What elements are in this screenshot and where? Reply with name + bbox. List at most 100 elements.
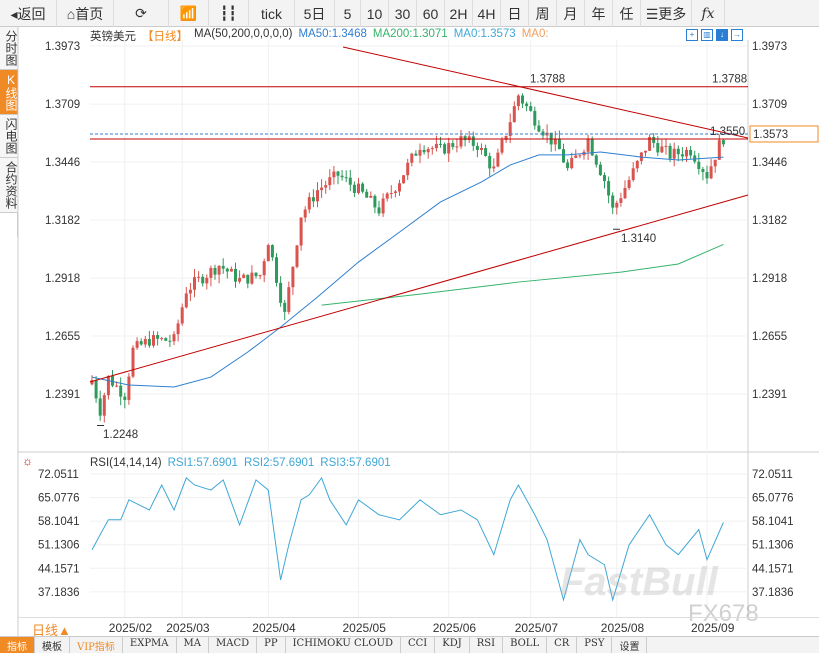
toolbar-item-13[interactable]: 日: [501, 0, 529, 27]
refresh-icon[interactable]: ⟳: [114, 0, 169, 27]
left-tab-1[interactable]: K线图: [0, 70, 18, 115]
candle: [328, 177, 332, 186]
current-price-box: [749, 125, 819, 143]
candle: [188, 289, 192, 294]
toolbar-item-16[interactable]: 年: [585, 0, 613, 27]
candle: [676, 148, 680, 155]
period-label: 【日线】: [142, 31, 188, 43]
candle: [127, 376, 131, 400]
candle: [238, 277, 242, 282]
toolbar-item-5[interactable]: tick: [249, 0, 295, 27]
indicator-tab-12[interactable]: CR: [547, 637, 578, 653]
indicator-tab-10[interactable]: RSI: [470, 637, 504, 653]
date-tick: 2025/09: [691, 621, 735, 635]
candle: [680, 154, 684, 157]
candle: [279, 282, 283, 303]
candle: [484, 148, 488, 156]
candle: [418, 149, 422, 156]
left-tab-3[interactable]: 合约资料: [0, 158, 18, 213]
price-tick-left: 1.3182: [45, 215, 80, 227]
indicator-icon[interactable]: 📶: [169, 0, 209, 27]
date-tick: 2025/07: [514, 621, 559, 635]
candle: [709, 166, 713, 179]
price-tick-left: 1.3709: [45, 99, 80, 111]
ma0-value: MA0:1.3573: [453, 28, 516, 40]
toolbar-item-18[interactable]: ☰更多: [641, 0, 692, 27]
indicator-tab-5[interactable]: MACD: [209, 637, 258, 653]
exit-icon[interactable]: →: [731, 29, 743, 41]
candle: [586, 139, 590, 152]
candle: [611, 195, 615, 208]
candle: [668, 145, 672, 159]
indicator-tab-7[interactable]: ICHIMOKU CLOUD: [286, 637, 401, 653]
candle: [455, 146, 459, 148]
price-tick-left: 1.3973: [45, 41, 80, 53]
layout-icon[interactable]: ▥: [701, 29, 713, 41]
indicator-tab-3[interactable]: EXPMA: [123, 637, 177, 653]
indicator-tab-6[interactable]: PP: [257, 637, 286, 653]
candle: [176, 323, 180, 335]
rsi-tick-right: 37.1836: [752, 587, 794, 599]
draw-icon[interactable]: ↓: [716, 29, 728, 41]
candle: [705, 172, 709, 179]
toolbar-item-0[interactable]: ◂返回: [0, 0, 57, 27]
candle: [106, 375, 110, 396]
candle-icon[interactable]: ┇┇: [209, 0, 249, 27]
candle: [283, 302, 287, 312]
toolbar-item-17[interactable]: 任: [613, 0, 641, 27]
toolbar-item-14[interactable]: 周: [529, 0, 557, 27]
candle: [422, 149, 426, 153]
rsi-legend: RSI(14,14,14) RSI1:57.6901 RSI2:57.6901 …: [90, 457, 391, 469]
price-tick-right: 1.3973: [752, 41, 787, 53]
left-tab-2[interactable]: 闪电图: [0, 115, 18, 158]
level-label: 1.3550: [710, 126, 745, 138]
toolbar-item-8[interactable]: 10: [361, 0, 389, 27]
candle: [299, 217, 303, 246]
candle: [385, 193, 389, 199]
toolbar-item-7[interactable]: 5: [335, 0, 361, 27]
candle: [344, 177, 348, 179]
period-selector[interactable]: 日线▲: [32, 623, 71, 638]
crosshair-icon[interactable]: +: [686, 29, 698, 41]
toolbar-item-1[interactable]: ⌂首页: [57, 0, 114, 27]
candle: [603, 175, 606, 182]
candle: [541, 131, 545, 136]
toolbar-item-9[interactable]: 30: [389, 0, 417, 27]
rsi-name[interactable]: RSI(14,14,14): [90, 457, 162, 469]
candle: [664, 145, 668, 147]
toolbar-item-10[interactable]: 60: [417, 0, 445, 27]
candle: [135, 341, 139, 348]
left-tab-0[interactable]: 分时图: [0, 27, 18, 70]
indicator-tab-9[interactable]: KDJ: [435, 637, 470, 653]
rsi-tick-left: 65.0776: [38, 493, 80, 505]
toolbar-item-11[interactable]: 2H: [445, 0, 473, 27]
chart-legend: 英镑美元 【日线】 MA(50,200,0,0,0,0) MA50:1.3468…: [90, 28, 549, 44]
candle: [648, 136, 652, 151]
candle: [566, 162, 570, 169]
indicator-tab-11[interactable]: BOLL: [503, 637, 548, 653]
toolbar-item-19[interactable]: fx: [692, 0, 725, 27]
candle: [369, 195, 373, 198]
candle: [578, 155, 582, 157]
indicator-tab-13[interactable]: PSY: [577, 637, 613, 653]
candle: [209, 267, 213, 278]
candle: [324, 185, 328, 188]
indicator-tab-4[interactable]: MA: [177, 637, 209, 653]
candle: [488, 155, 492, 169]
indicator-tab-1[interactable]: 模板: [35, 637, 70, 653]
price-tick-left: 1.2918: [45, 273, 80, 285]
candle: [398, 183, 401, 192]
indicator-tab-0[interactable]: 指标: [0, 637, 35, 653]
toolbar-item-6[interactable]: 5日: [295, 0, 335, 27]
toolbar-item-15[interactable]: 月: [557, 0, 585, 27]
candle: [168, 340, 172, 342]
indicator-tab-2[interactable]: VIP指标: [70, 637, 123, 653]
candle: [414, 153, 418, 156]
indicator-tab-8[interactable]: CCI: [401, 637, 436, 653]
candle: [316, 190, 319, 202]
indicator-name[interactable]: MA(50,200,0,0,0,0): [194, 28, 293, 40]
toolbar-item-12[interactable]: 4H: [473, 0, 501, 27]
indicator-tab-14[interactable]: 设置: [612, 637, 648, 653]
candle: [270, 245, 274, 258]
